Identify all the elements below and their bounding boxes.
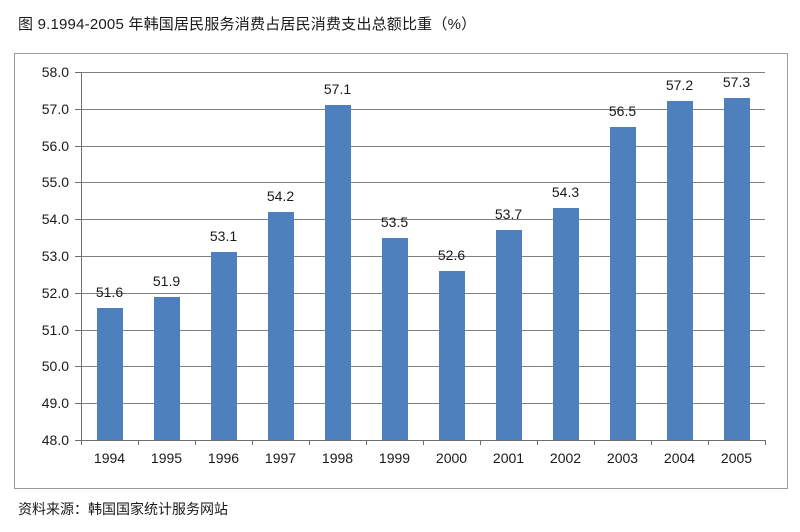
x-tick-label: 1998 (321, 450, 354, 466)
x-tick (537, 440, 538, 445)
plot-area: 48.0 49.0 50.0 51.0 52.0 53.0 54.0 55.0 56.0 57.0… (15, 54, 787, 488)
gridline (81, 403, 765, 404)
bar (666, 101, 693, 440)
y-tick-label: 52.0 (41, 285, 69, 301)
bar (210, 252, 237, 440)
y-tick-label: 49.0 (41, 395, 69, 411)
x-tick-label: 1994 (93, 450, 126, 466)
bar-value-label: 51.6 (95, 283, 124, 300)
y-tick (75, 293, 81, 294)
x-tick (366, 440, 367, 445)
x-tick (81, 440, 82, 445)
gridline (81, 293, 765, 294)
bar-value-label: 56.5 (608, 103, 637, 120)
bar (153, 296, 180, 440)
y-tick (75, 146, 81, 147)
bar-value-label: 53.7 (494, 206, 523, 223)
y-tick-label: 54.0 (41, 211, 69, 227)
y-tick (75, 109, 81, 110)
x-tick (423, 440, 424, 445)
bar (267, 211, 294, 440)
bar (495, 230, 522, 440)
x-tick (138, 440, 139, 445)
x-tick (594, 440, 595, 445)
y-tick-label: 58.0 (41, 64, 69, 80)
bar-value-label: 57.2 (665, 77, 694, 94)
bar-value-label: 53.1 (209, 228, 238, 245)
bar-value-label: 54.3 (551, 184, 580, 201)
y-tick (75, 330, 81, 331)
source-note: 资料来源：韩国国家统计服务网站 (18, 501, 228, 517)
y-tick (75, 403, 81, 404)
y-tick-label: 55.0 (41, 174, 69, 190)
x-tick (195, 440, 196, 445)
bar-value-label: 54.2 (266, 187, 295, 204)
gridline (81, 219, 765, 220)
y-tick (75, 72, 81, 73)
x-tick-label: 2002 (549, 450, 582, 466)
bar (723, 97, 750, 440)
x-tick (309, 440, 310, 445)
bar-value-label: 52.6 (437, 246, 466, 263)
x-tick-label: 2001 (492, 450, 525, 466)
x-tick (480, 440, 481, 445)
x-tick-label: 2000 (435, 450, 468, 466)
y-tick (75, 219, 81, 220)
x-tick-label: 1997 (264, 450, 297, 466)
gridline (81, 330, 765, 331)
x-tick (252, 440, 253, 445)
y-tick-label: 48.0 (41, 432, 69, 448)
x-tick-label: 2003 (606, 450, 639, 466)
gridline (81, 109, 765, 110)
bar (324, 105, 351, 440)
bar-value-label: 57.3 (722, 73, 751, 90)
x-tick-label: 1995 (150, 450, 183, 466)
bar (438, 270, 465, 440)
y-tick-label: 50.0 (41, 358, 69, 374)
x-tick-label: 1999 (378, 450, 411, 466)
y-tick-label: 56.0 (41, 138, 69, 154)
chart-frame: 48.0 49.0 50.0 51.0 52.0 53.0 54.0 55.0 56.0 57.0… (14, 53, 788, 489)
y-tick (75, 366, 81, 367)
bar (381, 237, 408, 440)
gridline (81, 366, 765, 367)
y-tick-label: 51.0 (41, 322, 69, 338)
x-tick-label: 2004 (663, 450, 696, 466)
bar (96, 307, 123, 440)
bar (609, 127, 636, 440)
bar (552, 208, 579, 440)
y-tick (75, 182, 81, 183)
x-axis-line (81, 440, 765, 441)
y-axis-line (81, 72, 82, 440)
gridline (81, 146, 765, 147)
x-tick (651, 440, 652, 445)
gridline (81, 182, 765, 183)
y-tick (75, 256, 81, 257)
x-tick (708, 440, 709, 445)
bar-value-label: 51.9 (152, 272, 181, 289)
bar-value-label: 53.5 (380, 213, 409, 230)
y-tick (75, 440, 81, 441)
chart-title: 图 9.1994-2005 年韩国居民服务消费占居民消费支出总额比重（%） (18, 16, 477, 33)
gridline (81, 72, 765, 73)
x-tick-label: 1996 (207, 450, 240, 466)
gridline (81, 256, 765, 257)
x-tick (765, 440, 766, 445)
x-tick-label: 2005 (720, 450, 753, 466)
y-tick-label: 57.0 (41, 101, 69, 117)
y-tick-label: 53.0 (41, 248, 69, 264)
bar-value-label: 57.1 (323, 81, 352, 98)
